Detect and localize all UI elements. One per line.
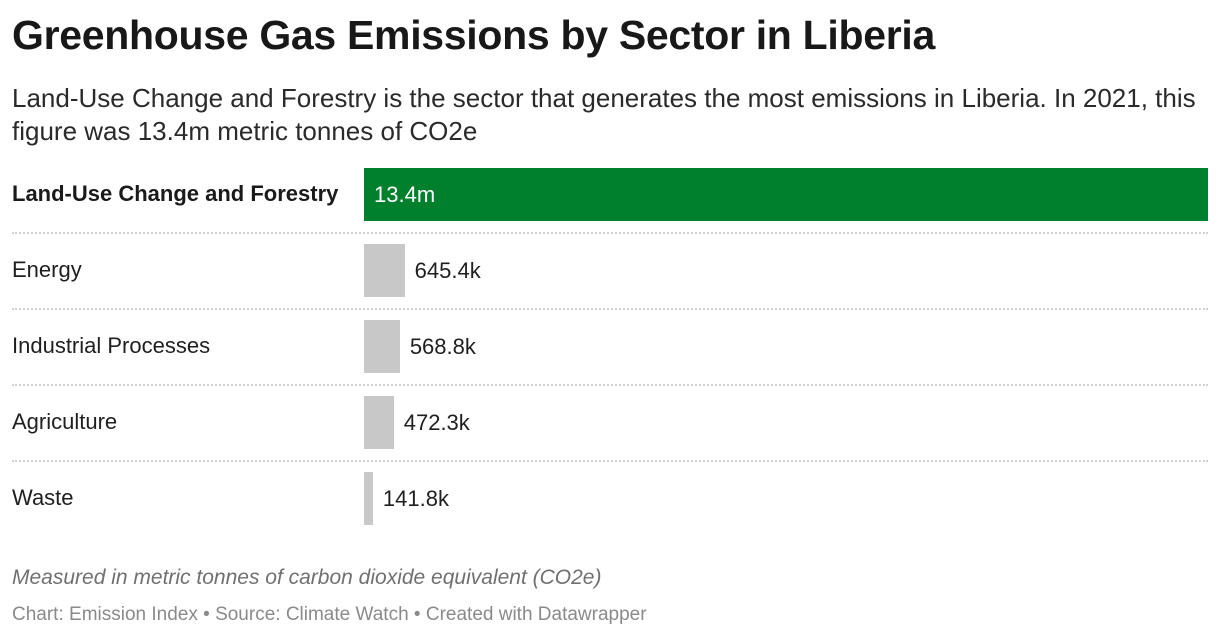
row-separator [12,460,1208,462]
bar-chart: Land-Use Change and Forestry 13.4m Energy 6… [0,166,1220,530]
row-separator [12,308,1208,310]
row-separator [12,384,1208,386]
category-label: Waste [12,485,74,510]
bar [364,168,1208,221]
value-label: 472.3k [403,409,470,435]
bar-row: Energy 645.4k [0,242,1220,318]
bar [364,472,373,525]
bar-row: Waste 141.8k [0,470,1220,546]
value-label: 13.4m [374,181,436,207]
category-label: Energy [12,257,82,282]
chart-credits: Chart: Emission Index • Source: Climate … [12,604,647,625]
bar [364,320,400,373]
category-label: Industrial Processes [12,333,211,358]
value-label: 141.8k [382,485,449,511]
value-label: 568.8k [409,333,476,359]
chart-title: Greenhouse Gas Emissions by Sector in Li… [12,12,935,58]
bar [364,396,394,449]
bar-row: Agriculture 472.3k [0,394,1220,470]
category-label: Agriculture [12,409,118,434]
chart-note: Measured in metric tonnes of carbon diox… [12,566,602,589]
chart-subtitle: Land-Use Change and Forestry is the sect… [12,83,1196,146]
category-label: Land-Use Change and Forestry [12,181,339,206]
bar [364,244,405,297]
row-separator [12,232,1208,234]
value-label: 645.4k [414,257,481,283]
bar-row: Land-Use Change and Forestry 13.4m [0,166,1220,242]
bar-row: Industrial Processes 568.8k [0,318,1220,394]
